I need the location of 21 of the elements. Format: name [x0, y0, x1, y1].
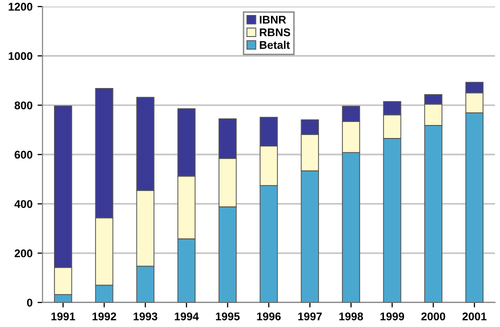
y-tick-label: 1200	[8, 2, 32, 11]
y-tick-label: 400	[14, 200, 32, 208]
y-tick-label: 800	[14, 101, 32, 110]
y-tick-label: 200	[14, 249, 32, 258]
x-tick-label: 1995	[216, 312, 240, 320]
legend-label: RBNS	[260, 28, 290, 36]
y-tick-label: 1000	[8, 52, 32, 60]
legend-label: IBNR	[260, 16, 286, 24]
y-tick-label: 600	[14, 150, 32, 159]
x-tick-label: 1991	[51, 312, 76, 320]
x-tick-label: 1999	[380, 312, 404, 320]
x-tick-label: 1998	[339, 312, 364, 320]
y-tick-label: 0	[27, 298, 32, 307]
x-tick-label: 1996	[257, 312, 281, 320]
x-tick-label: 2001	[462, 312, 486, 320]
x-tick-label: 1993	[134, 312, 158, 320]
x-tick-label: 1994	[174, 312, 199, 320]
x-tick-label: 2000	[421, 312, 446, 320]
x-tick-label: 1992	[92, 312, 116, 320]
x-tick-label: 1997	[298, 312, 322, 320]
legend-label: Betalt	[260, 40, 290, 49]
